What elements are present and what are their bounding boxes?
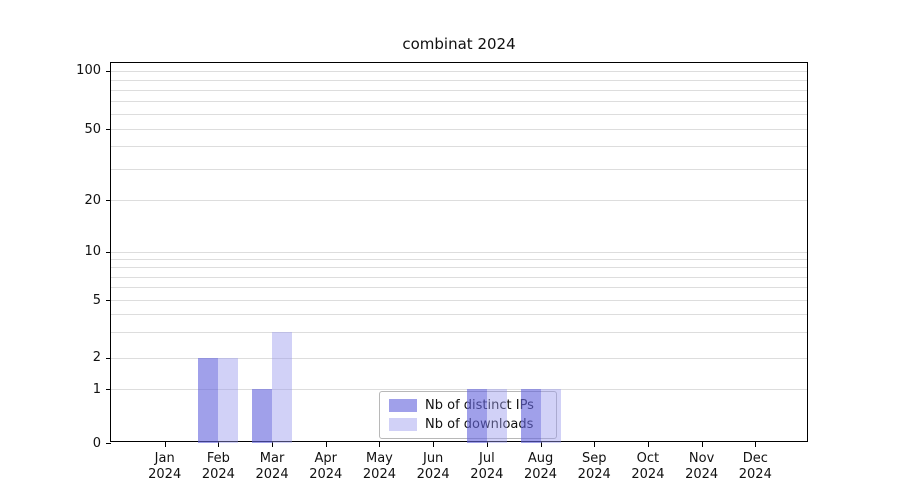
y-tick-mark <box>106 300 111 302</box>
gridline <box>111 89 807 91</box>
gridline <box>111 113 807 115</box>
x-tick-month: May <box>366 451 393 466</box>
gridline <box>111 314 807 316</box>
x-tick-month: Oct <box>636 451 660 466</box>
bar-distinct-ips <box>252 389 273 443</box>
x-tick-mark <box>218 442 220 447</box>
x-tick-year: 2024 <box>738 467 772 482</box>
x-tick-year: 2024 <box>631 467 665 482</box>
gridline <box>111 200 807 202</box>
x-tick-year: 2024 <box>309 467 343 482</box>
x-tick-year: 2024 <box>523 467 558 482</box>
x-tick-label: Nov 2024 <box>670 451 734 483</box>
gridline <box>111 129 807 131</box>
gridline <box>111 146 807 148</box>
x-tick-label: Jun 2024 <box>401 451 465 483</box>
x-tick-month: Feb <box>206 451 230 466</box>
x-tick-year: 2024 <box>148 467 182 482</box>
x-tick-year: 2024 <box>685 467 719 482</box>
gridline <box>111 332 807 334</box>
x-tick-year: 2024 <box>362 467 396 482</box>
x-tick-year: 2024 <box>470 467 504 482</box>
y-tick-label: 5 <box>92 292 101 308</box>
x-tick-year: 2024 <box>577 467 611 482</box>
gridline <box>111 168 807 170</box>
y-tick-mark <box>106 389 111 391</box>
x-tick-month: Jan <box>154 451 175 466</box>
x-tick-label: Sep 2024 <box>562 451 626 483</box>
bar-downloads <box>540 389 561 443</box>
legend-swatch-icon <box>389 399 417 412</box>
y-tick-label: 0 <box>92 435 101 451</box>
y-tick-mark <box>106 129 111 131</box>
gridline <box>111 267 807 269</box>
x-tick-mark <box>379 442 381 447</box>
chart-title: combinat 2024 <box>402 35 516 53</box>
gridline <box>111 287 807 289</box>
bar-downloads <box>272 332 293 443</box>
x-tick-mark <box>164 442 166 447</box>
bar-distinct-ips <box>520 389 541 443</box>
x-tick-label: Apr 2024 <box>294 451 358 483</box>
plot-area: 0 1 2 5 10 20 50 100 Jan 2024 Feb 2024 Mar 2024 Apr 202… <box>76 62 808 482</box>
bar-distinct-ips <box>466 389 487 443</box>
gridline <box>111 276 807 278</box>
x-tick-mark <box>325 442 327 447</box>
x-tick-mark <box>701 442 703 447</box>
x-tick-label: Dec 2024 <box>723 451 787 483</box>
bar-downloads <box>486 389 507 443</box>
x-tick-label: Aug 2024 <box>509 451 573 483</box>
y-tick-label: 2 <box>92 350 101 366</box>
gridline <box>111 70 807 72</box>
x-tick-mark <box>755 442 757 447</box>
x-tick-year: 2024 <box>255 467 289 482</box>
x-tick-mark <box>594 442 596 447</box>
gridline <box>111 357 807 359</box>
y-tick-mark <box>106 200 111 202</box>
x-tick-month: Aug <box>527 451 554 466</box>
y-tick-label: 10 <box>84 244 101 260</box>
gridline <box>111 259 807 261</box>
x-tick-month: Dec <box>742 451 768 466</box>
x-tick-month: Jun <box>422 451 444 466</box>
x-tick-label: Feb 2024 <box>186 451 250 483</box>
x-tick-month: Jul <box>479 451 495 466</box>
bar-distinct-ips <box>198 357 219 443</box>
y-tick-label: 100 <box>76 63 101 79</box>
x-tick-month: Sep <box>581 451 607 466</box>
x-tick-label: Mar 2024 <box>240 451 304 483</box>
x-tick-year: 2024 <box>201 467 235 482</box>
gridline <box>111 79 807 81</box>
x-tick-label: Oct 2024 <box>616 451 680 483</box>
x-tick-label: Jan 2024 <box>133 451 197 483</box>
x-tick-label: May 2024 <box>347 451 411 483</box>
y-tick-label: 20 <box>84 192 101 208</box>
x-tick-label: Jul 2024 <box>455 451 519 483</box>
x-tick-mark <box>433 442 435 447</box>
gridline <box>111 100 807 102</box>
legend-swatch-icon <box>389 418 417 431</box>
x-tick-mark <box>486 442 488 447</box>
x-tick-month: Apr <box>314 451 338 466</box>
x-tick-year: 2024 <box>416 467 450 482</box>
x-tick-month: Nov <box>688 451 715 466</box>
x-tick-mark <box>540 442 542 447</box>
y-tick-mark <box>106 70 111 72</box>
x-tick-mark <box>272 442 274 447</box>
y-tick-mark <box>106 357 111 359</box>
bar-downloads <box>218 357 239 443</box>
y-tick-label: 50 <box>84 121 101 137</box>
gridline <box>111 300 807 302</box>
x-tick-mark <box>647 442 649 447</box>
y-tick-mark <box>106 443 111 444</box>
y-tick-mark <box>106 251 111 253</box>
y-tick-label: 1 <box>92 381 101 397</box>
x-tick-month: Mar <box>259 451 285 466</box>
gridline <box>111 389 807 391</box>
gridline <box>111 251 807 253</box>
